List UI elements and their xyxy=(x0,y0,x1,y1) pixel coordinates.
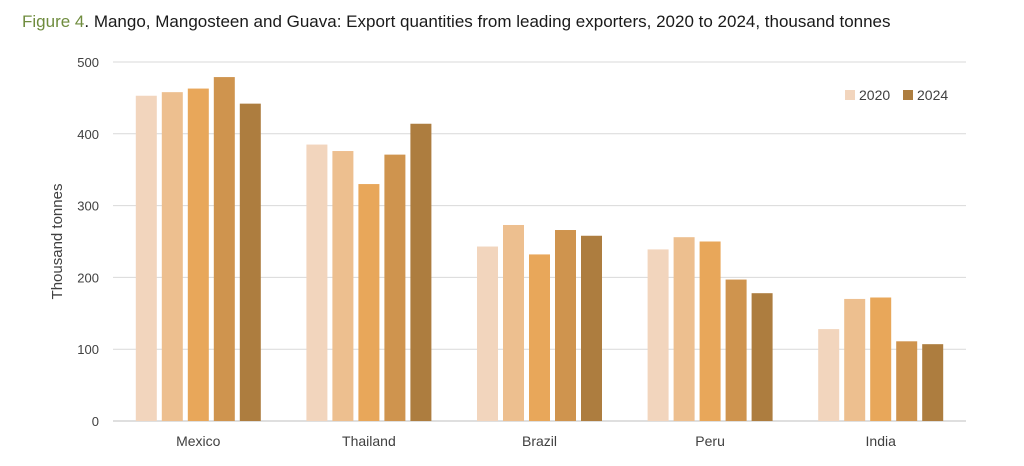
bar xyxy=(503,224,524,421)
y-tick-label: 200 xyxy=(77,270,99,285)
bar xyxy=(647,249,669,421)
bar xyxy=(922,344,944,421)
y-tick-label: 0 xyxy=(92,414,99,429)
bar xyxy=(555,230,576,421)
bar xyxy=(384,154,406,421)
bar xyxy=(187,88,209,421)
legend-label: 2020 xyxy=(859,87,890,103)
bar xyxy=(239,103,261,422)
figure-label: Figure 4 xyxy=(22,12,85,31)
bar xyxy=(332,151,354,422)
figure-title: . Mango, Mangosteen and Guava: Export qu… xyxy=(84,12,891,31)
x-tick-label: Mexico xyxy=(176,433,221,449)
bar xyxy=(844,298,866,421)
chart-title: Figure 4. Mango, Mangosteen and Guava: E… xyxy=(22,12,891,32)
x-tick-label: Brazil xyxy=(522,433,557,449)
bar xyxy=(896,341,918,421)
y-axis-title: Thousand tonnes xyxy=(49,184,66,300)
bar xyxy=(213,77,235,421)
y-tick-label: 100 xyxy=(77,342,99,357)
legend-swatch xyxy=(845,90,855,100)
bar xyxy=(818,329,840,421)
bar xyxy=(699,241,721,421)
bar xyxy=(751,293,773,421)
bar xyxy=(161,92,183,421)
bar xyxy=(870,297,892,421)
legend-swatch xyxy=(903,90,913,100)
bar xyxy=(358,184,380,421)
y-tick-label: 300 xyxy=(77,199,99,214)
x-tick-label: Thailand xyxy=(342,433,396,449)
x-tick-label: Peru xyxy=(695,433,725,449)
bar xyxy=(725,279,747,421)
bar xyxy=(673,237,695,421)
x-tick-label: India xyxy=(866,433,897,449)
bar xyxy=(477,246,498,421)
bar xyxy=(135,95,157,421)
y-tick-label: 500 xyxy=(77,55,99,70)
legend-label: 2024 xyxy=(917,87,948,103)
bar xyxy=(529,254,550,421)
bar xyxy=(410,123,432,422)
bar xyxy=(581,235,602,421)
y-tick-label: 400 xyxy=(77,127,99,142)
bar xyxy=(306,144,328,421)
